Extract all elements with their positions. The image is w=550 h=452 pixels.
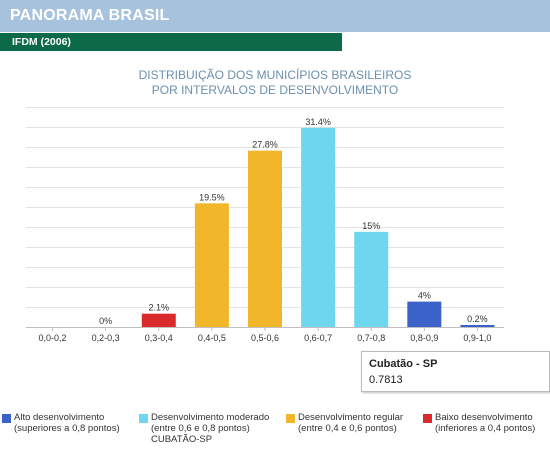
x-tick-label: 0,0-0,2: [39, 333, 67, 343]
x-tick-label: 0,5-0,6: [251, 333, 279, 343]
cubatao-marker-label: CUBATÃO-SP: [151, 434, 213, 445]
data-label: 19.5%: [199, 192, 225, 202]
legend-label-line: Desenvolvimento regular: [298, 412, 404, 423]
bar-0,3-0,4: [141, 313, 176, 327]
legend-label-line: (inferiores a 0,4 pontos): [435, 423, 536, 434]
page-title: PANORAMA BRASIL: [10, 7, 170, 24]
legend-label: Desenvolvimento moderado (entre 0,6 e 0,…: [151, 412, 269, 434]
legend-label: Desenvolvimento regular (entre 0,4 e 0,6…: [298, 412, 403, 434]
bar-0,4-0,5: [194, 203, 229, 327]
legend-label-line: (entre 0,4 e 0,6 pontos): [298, 423, 397, 434]
header-bar: [0, 0, 550, 32]
x-tick-label: 0,2-0,3: [92, 333, 120, 343]
chart-title-line: POR INTERVALOS DE DESENVOLVIMENTO: [151, 83, 399, 97]
x-tick-label: 0,4-0,5: [198, 333, 226, 343]
bar-0,7-0,8: [354, 231, 389, 327]
legend-swatch: [423, 414, 432, 423]
data-label: 4%: [418, 291, 431, 301]
tooltip-value: 0.7813: [369, 374, 403, 386]
chart-title-line: DISTRIBUIÇÃO DOS MUNICÍPIOS BRASILEIROS: [138, 68, 412, 82]
bar-0,5-0,6: [248, 150, 282, 327]
bar-0,9-1,0: [460, 325, 495, 327]
x-tick-label: 0,3-0,4: [145, 333, 173, 343]
subheader-bar: [0, 33, 342, 51]
chart-legend: Alto desenvolvimento (superiores a 0,8 p…: [2, 412, 550, 452]
data-label: 0.2%: [467, 314, 488, 324]
legend-label-line: Alto desenvolvimento: [14, 412, 105, 423]
legend-label: Baixo desenvolvimento (inferiores a 0,4 …: [435, 412, 535, 434]
legend-label: Alto desenvolvimento (superiores a 0,8 p…: [14, 412, 120, 434]
page-subtitle: IFDM (2006): [12, 36, 71, 48]
legend-swatch: [2, 414, 11, 423]
legend-label-line: Baixo desenvolvimento: [435, 412, 533, 423]
data-label: 0%: [99, 316, 112, 326]
x-tick-label: 0,9-1,0: [463, 333, 491, 343]
tooltip: Cubatão - SP 0.7813: [361, 351, 550, 392]
data-label: 2.1%: [149, 303, 170, 313]
legend-swatch: [139, 414, 148, 423]
data-label: 31.4%: [305, 117, 331, 127]
legend-label-line: (entre 0,6 e 0,8 pontos): [151, 423, 250, 434]
tooltip-title: Cubatão - SP: [369, 358, 438, 370]
x-tick-label: 0,6-0,7: [304, 333, 332, 343]
x-tick-label: 0,8-0,9: [410, 333, 438, 343]
legend-label-line: Desenvolvimento moderado: [151, 412, 270, 423]
legend-swatch: [286, 414, 295, 423]
bar-0,8-0,9: [407, 301, 442, 327]
legend-label-line: (superiores a 0,8 pontos): [14, 423, 120, 434]
x-tick-label: 0,7-0,8: [357, 333, 385, 343]
chart-title: DISTRIBUIÇÃO DOS MUNICÍPIOS BRASILEIROS …: [110, 68, 440, 98]
bar-0,6-0,7: [301, 127, 336, 327]
data-label: 15%: [362, 221, 380, 231]
data-label: 27.8%: [252, 140, 278, 150]
